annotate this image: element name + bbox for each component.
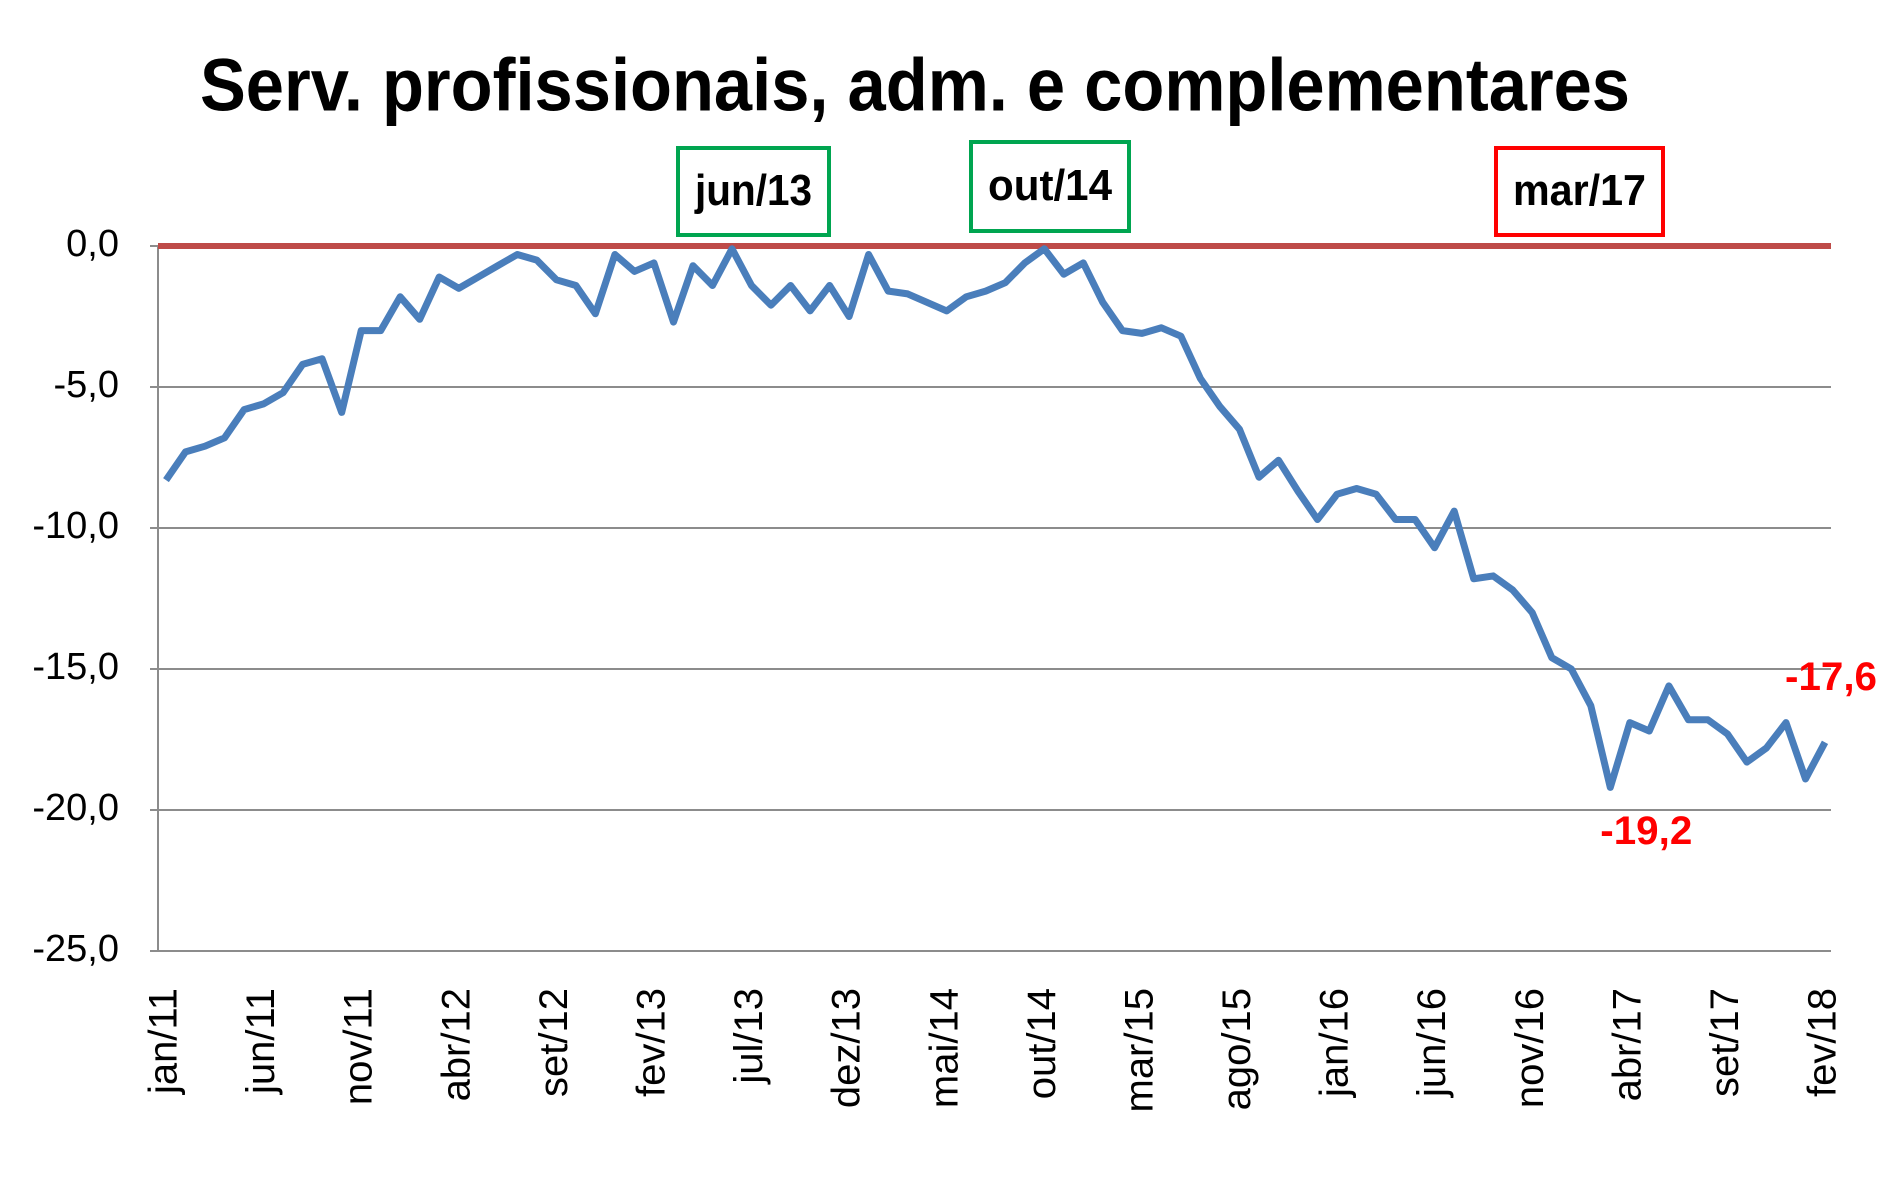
data-label: -19,2 (1600, 809, 1692, 853)
annotation-text: jun/13 (694, 166, 812, 215)
y-tick-label: -20,0 (32, 787, 119, 829)
x-tick-label: mar/15 (1117, 988, 1161, 1113)
y-tick-label: -5,0 (54, 364, 119, 406)
data-label: -17,6 (1785, 655, 1877, 699)
y-tick-label: 0,0 (66, 223, 119, 265)
x-tick-label: nov/11 (337, 988, 381, 1105)
x-tick-label: set/17 (1703, 988, 1747, 1097)
x-tick-label: jan/16 (1313, 988, 1357, 1098)
x-tick-label: jan/11 (142, 988, 186, 1095)
y-tick-label: -15,0 (32, 646, 119, 688)
annotation-text: out/14 (988, 161, 1113, 210)
x-tick-label: nov/16 (1508, 988, 1552, 1108)
x-tick-label: jun/16 (1410, 988, 1454, 1098)
y-tick-label: -10,0 (32, 505, 119, 547)
annotation-text: mar/17 (1513, 166, 1646, 215)
x-tick-label: fev/18 (1801, 988, 1845, 1097)
x-tick-label: dez/13 (825, 988, 869, 1108)
x-tick-label: set/12 (532, 988, 576, 1097)
x-tick-label: mai/14 (922, 988, 966, 1108)
chart-title: Serv. profissionais, adm. e complementar… (200, 44, 1630, 127)
x-tick-label: out/14 (1020, 988, 1064, 1099)
x-tick-label: fev/13 (630, 988, 674, 1097)
x-tick-label: abr/12 (434, 988, 478, 1101)
x-tick-label: abr/17 (1605, 988, 1649, 1101)
y-tick-label: -25,0 (32, 928, 119, 970)
x-tick-label: jun/11 (239, 988, 283, 1095)
annotation-box (676, 146, 831, 237)
annotation-box (969, 140, 1131, 233)
x-tick-label: jul/13 (727, 988, 771, 1085)
x-tick-label: ago/15 (1215, 988, 1259, 1110)
data-line (163, 245, 1829, 791)
annotation-box (1494, 146, 1665, 237)
